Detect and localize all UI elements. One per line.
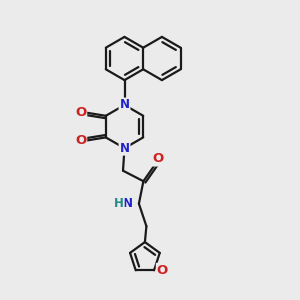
- Text: O: O: [157, 264, 168, 277]
- Text: H: H: [114, 196, 124, 210]
- Text: N: N: [119, 98, 130, 112]
- Text: O: O: [153, 152, 164, 166]
- Text: O: O: [75, 134, 86, 147]
- Text: N: N: [119, 142, 130, 155]
- Text: N: N: [122, 196, 133, 210]
- Text: O: O: [75, 106, 86, 119]
